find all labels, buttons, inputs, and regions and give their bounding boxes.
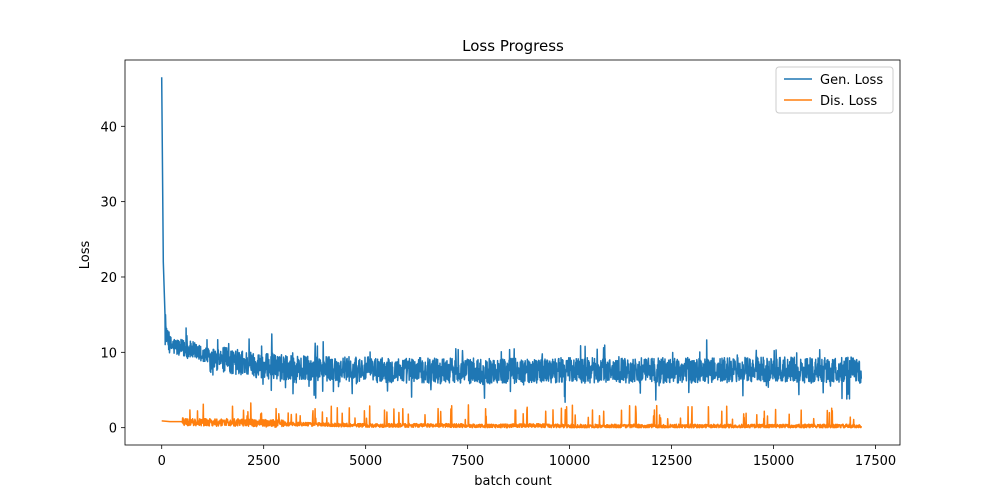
legend: Gen. Loss Dis. Loss bbox=[775, 66, 894, 114]
y-tick-label: 20 bbox=[100, 271, 117, 286]
series-line-dis-loss bbox=[161, 402, 863, 429]
x-tick-label: 7500 bbox=[451, 454, 484, 469]
plot-area bbox=[124, 59, 901, 446]
x-tick-label: 15000 bbox=[753, 454, 794, 469]
axes-frame bbox=[124, 59, 901, 446]
x-tick-label: 12500 bbox=[651, 454, 692, 469]
x-tick-label: 10000 bbox=[549, 454, 590, 469]
x-tick-label: 5000 bbox=[349, 454, 382, 469]
x-axis-label: batch count bbox=[474, 474, 552, 489]
y-tick-label: 0 bbox=[109, 422, 117, 437]
legend-entry: Gen. Loss bbox=[820, 73, 883, 88]
legend-entry: Dis. Loss bbox=[820, 94, 877, 109]
x-tick-label: 0 bbox=[158, 454, 166, 469]
y-tick-label: 10 bbox=[100, 346, 117, 361]
y-tick-label: 40 bbox=[100, 120, 117, 135]
y-axis-label: Loss bbox=[78, 241, 93, 270]
y-axis-ticks: 0 10 20 30 40 bbox=[100, 120, 125, 437]
x-tick-label: 2500 bbox=[247, 454, 280, 469]
x-tick-label: 17500 bbox=[855, 454, 896, 469]
series-line-gen-loss bbox=[160, 77, 863, 404]
y-tick-label: 30 bbox=[100, 196, 117, 211]
x-axis-ticks: 0 2500 5000 7500 10000 12500 15000 17500 bbox=[158, 445, 896, 469]
chart-title: Loss Progress bbox=[462, 37, 564, 55]
